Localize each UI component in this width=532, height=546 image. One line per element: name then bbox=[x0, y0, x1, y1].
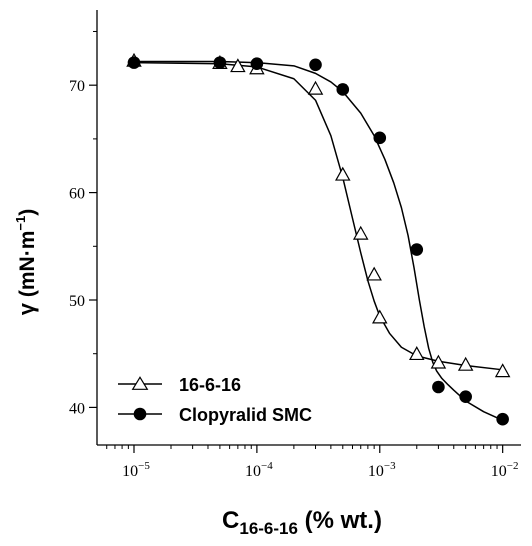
y-axis-title-symbol: γ bbox=[14, 302, 39, 315]
x-tick-label: 10−3 bbox=[368, 460, 396, 480]
legend-item-clopyralid-smc: Clopyralid SMC bbox=[118, 405, 312, 425]
x-tick-label-exponent: −2 bbox=[507, 460, 519, 472]
data-point-triangle bbox=[494, 363, 511, 378]
y-axis-title: γ (mN·m−1) bbox=[13, 209, 39, 315]
data-point-circle bbox=[373, 131, 387, 145]
x-tick-label: 10−4 bbox=[245, 460, 273, 480]
plot-frame bbox=[96, 10, 521, 446]
data-point-circle bbox=[410, 243, 424, 256]
x-tick-label-base: 10 bbox=[245, 463, 261, 480]
data-point-triangle bbox=[457, 356, 474, 371]
data-point-triangle bbox=[352, 225, 369, 240]
x-axis: 10−5 10−4 10−3 10−2 bbox=[106, 445, 519, 480]
y-tick-label: 50 bbox=[69, 293, 85, 310]
data-point-triangle bbox=[335, 166, 351, 181]
data-point-triangle bbox=[430, 354, 447, 369]
x-axis-title-main: C bbox=[222, 507, 239, 534]
y-axis-title-close: ) bbox=[16, 209, 39, 216]
y-tick-label: 60 bbox=[69, 186, 85, 203]
data-point-circle bbox=[213, 56, 227, 69]
data-point-triangle bbox=[230, 58, 246, 73]
y-axis-title-exponent: −1 bbox=[13, 216, 28, 231]
legend-item-16-6-16: 16-6-16 bbox=[118, 375, 241, 395]
x-tick-label-base: 10 bbox=[491, 463, 507, 480]
data-point-circle bbox=[309, 58, 322, 72]
series-layer bbox=[126, 52, 511, 426]
data-point-circle bbox=[496, 412, 509, 426]
x-tick-label-exponent: −5 bbox=[138, 460, 150, 472]
x-tick-label: 10−2 bbox=[491, 460, 519, 480]
data-point-triangle bbox=[409, 346, 425, 361]
data-point-triangle bbox=[366, 266, 382, 281]
data-point-circle bbox=[250, 57, 264, 71]
x-tick-label: 10−5 bbox=[122, 460, 150, 480]
y-tick-label: 40 bbox=[69, 400, 85, 417]
x-axis-title-units: (% wt.) bbox=[298, 507, 382, 534]
y-axis-title-text: (mN·m bbox=[16, 231, 39, 303]
fit-curve-clopyralid-smc bbox=[133, 60, 503, 421]
data-point-circle bbox=[336, 83, 350, 96]
x-tick-label-base: 10 bbox=[368, 463, 384, 480]
x-tick-label-exponent: −4 bbox=[261, 460, 273, 472]
data-point-circle bbox=[432, 380, 445, 394]
data-point-triangle bbox=[372, 309, 388, 324]
data-point-circle bbox=[459, 390, 472, 403]
legend-marker-circle bbox=[133, 407, 147, 421]
x-axis-title-subscript: 16-6-16 bbox=[239, 519, 298, 538]
legend-marker-triangle bbox=[131, 376, 149, 390]
x-tick-label-base: 10 bbox=[122, 463, 138, 480]
data-point-triangle bbox=[307, 80, 324, 95]
data-point-circle bbox=[127, 56, 141, 69]
x-tick-label-exponent: −3 bbox=[384, 460, 396, 472]
y-tick-label: 70 bbox=[69, 78, 85, 95]
y-axis: 40 50 60 70 bbox=[69, 30, 97, 417]
legend-label-16-6-16: 16-6-16 bbox=[179, 375, 241, 395]
fit-curve-16-6-16 bbox=[133, 61, 503, 371]
legend: 16-6-16 Clopyralid SMC bbox=[118, 375, 312, 425]
x-axis-title: C16-6-16 (% wt.) bbox=[222, 507, 382, 538]
legend-label-clopyralid-smc: Clopyralid SMC bbox=[179, 405, 312, 425]
